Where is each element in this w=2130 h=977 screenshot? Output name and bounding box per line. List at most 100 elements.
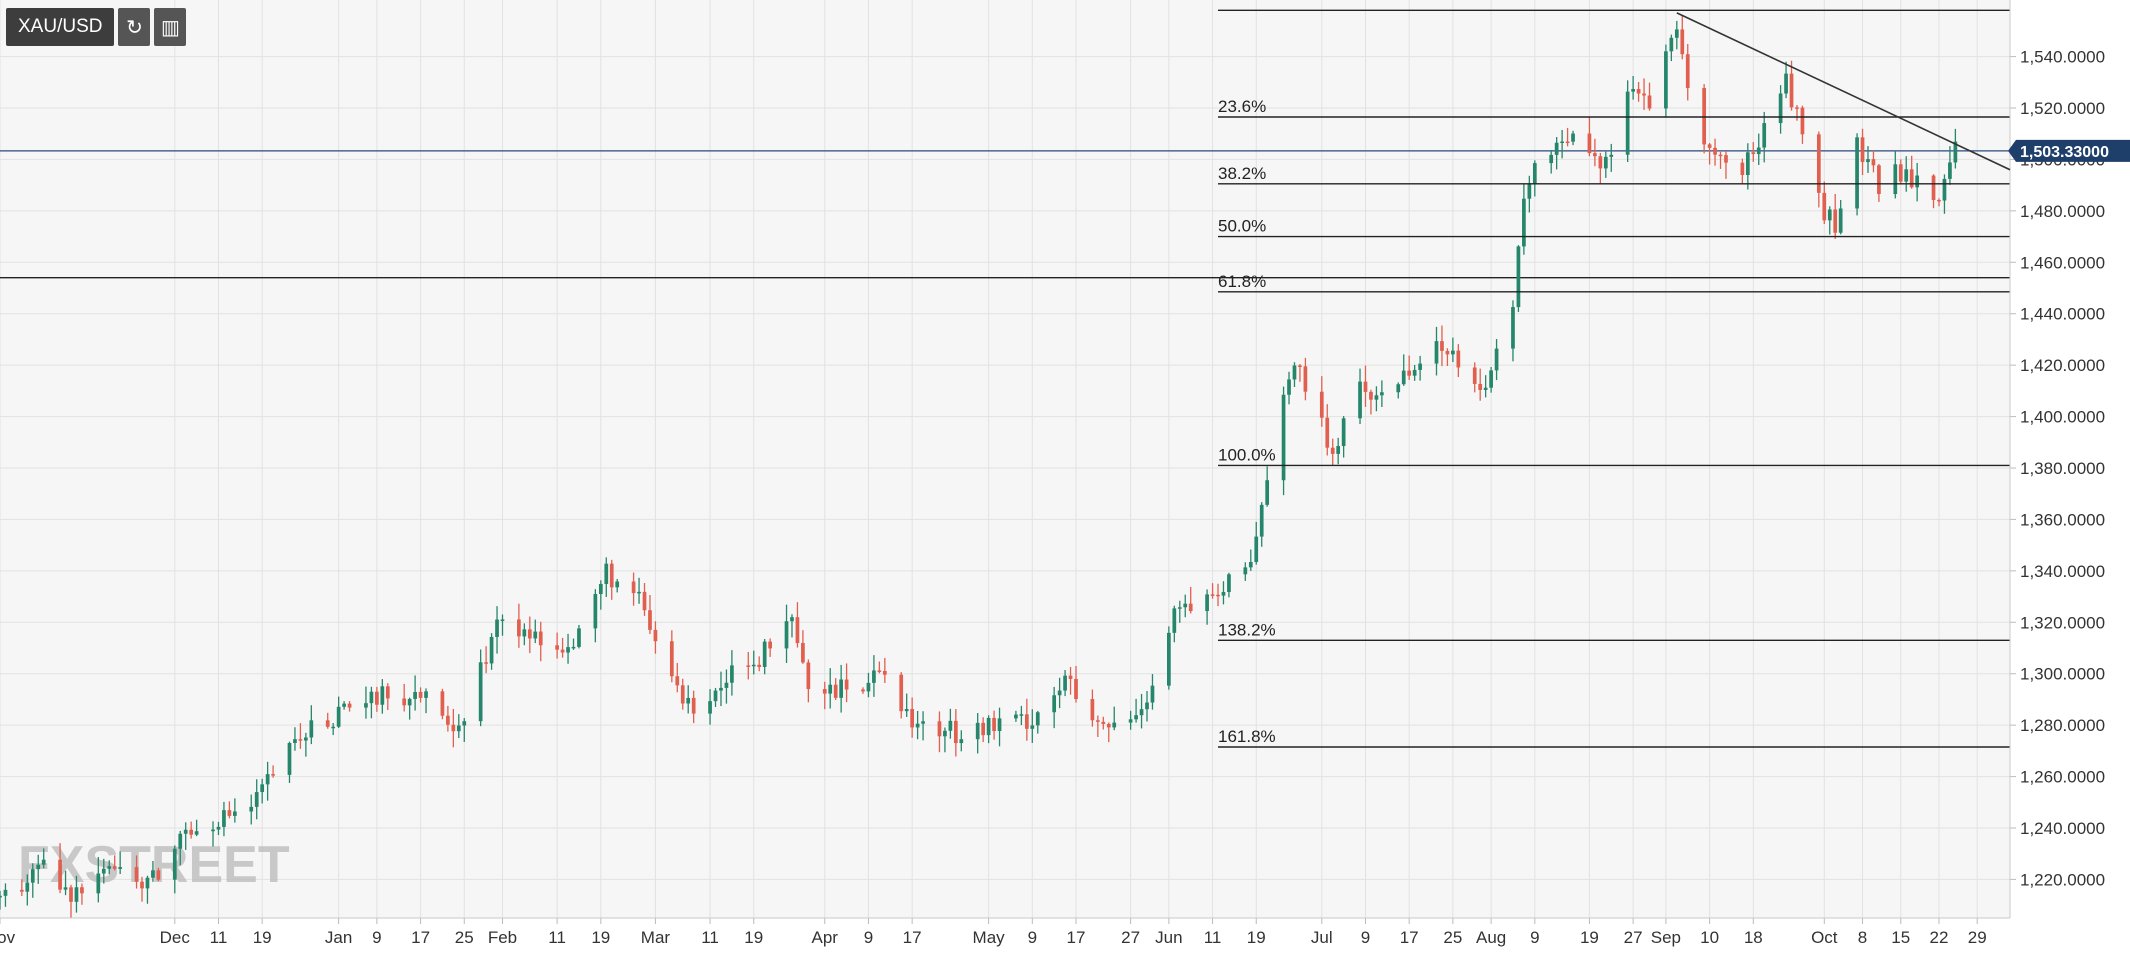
fib-level-label: 161.8%	[1218, 727, 1276, 746]
candle-body	[1374, 395, 1379, 400]
x-tick-label: May	[973, 928, 1006, 947]
candle-body	[1877, 165, 1881, 195]
candle-body	[1172, 608, 1177, 633]
x-tick-label: Jul	[1311, 928, 1333, 947]
refresh-icon[interactable]: ↻	[118, 8, 151, 46]
candle-body	[675, 676, 680, 686]
candle-body	[1762, 123, 1767, 148]
candle-body	[1915, 175, 1920, 188]
trendline	[1676, 12, 2011, 171]
candle-body	[1522, 198, 1526, 247]
candle-body	[298, 739, 303, 741]
candle-body	[1718, 154, 1723, 157]
candle-body	[910, 708, 915, 728]
candle-body	[1303, 366, 1308, 392]
candle-body	[1101, 721, 1106, 724]
indicator-icon[interactable]: ▥	[154, 8, 187, 46]
candle-body	[265, 774, 270, 785]
candle-body	[1167, 632, 1171, 686]
candle-body	[1751, 152, 1756, 155]
candle-body	[1532, 163, 1537, 185]
candle-body	[1456, 350, 1461, 368]
candle-body	[866, 682, 871, 692]
candle-body	[211, 829, 215, 832]
candle-body	[992, 717, 996, 731]
candle-body	[1778, 93, 1783, 124]
candle-body	[1756, 147, 1761, 155]
candle-body	[178, 833, 183, 849]
candle-body	[1134, 715, 1138, 720]
candle-body	[1035, 712, 1040, 726]
x-tick-label: 27	[1121, 928, 1140, 947]
candle-body	[380, 686, 385, 705]
candle-body	[762, 641, 767, 667]
candle-body	[1363, 381, 1368, 392]
symbol-selector[interactable]: XAU/USD	[6, 8, 115, 46]
candle-body	[1265, 480, 1270, 505]
candle-body	[407, 698, 412, 706]
y-tick-label: 1,460.0000	[2020, 253, 2105, 272]
candle-body	[364, 703, 368, 708]
y-tick-label: 1,240.0000	[2020, 819, 2105, 838]
candle-body	[216, 826, 221, 830]
candle-body	[1380, 392, 1384, 396]
candle-body	[418, 691, 423, 698]
y-tick-label: 1,440.0000	[2020, 305, 2105, 324]
x-tick-label: 19	[591, 928, 610, 947]
candle-body	[156, 870, 161, 880]
y-tick-label: 1,260.0000	[2020, 768, 2105, 787]
candle-body	[768, 641, 772, 649]
candle-body	[730, 665, 734, 683]
candle-body	[145, 877, 150, 889]
x-tick-label: 29	[1968, 928, 1987, 947]
candle-body	[604, 563, 609, 584]
candle-body	[1407, 370, 1412, 376]
fib-level-label: 23.6%	[1218, 97, 1266, 116]
candle-body	[1789, 73, 1794, 108]
candle-body	[1019, 714, 1024, 716]
candle-body	[1358, 381, 1362, 419]
candle-body	[484, 662, 488, 664]
candle-body	[577, 628, 581, 647]
x-tick-label: 19	[1580, 928, 1599, 947]
candle-body	[1451, 350, 1455, 355]
y-tick-label: 1,400.0000	[2020, 408, 2105, 427]
candle-body	[1631, 89, 1635, 92]
candle-body	[1909, 169, 1914, 188]
candle-body	[1145, 702, 1149, 710]
candle-body	[1647, 95, 1652, 109]
candle-body	[1527, 184, 1532, 199]
candle-body	[183, 829, 188, 834]
candle-body	[260, 784, 265, 793]
candle-body	[375, 691, 379, 705]
candle-body	[293, 739, 297, 743]
fib-level-label: 100.0%	[1218, 445, 1276, 464]
x-tick-label: 11	[701, 928, 719, 947]
candle-body	[784, 621, 789, 649]
candle-body	[1664, 51, 1668, 109]
candle-body	[304, 737, 308, 741]
candle-body	[336, 706, 341, 727]
x-tick-label: Dec	[160, 928, 191, 947]
candle-body	[462, 721, 467, 726]
candle-body	[1205, 594, 1209, 612]
candle-body	[790, 617, 794, 622]
candle-body	[1953, 141, 1958, 163]
candle-body	[1052, 695, 1057, 713]
candle-body	[134, 867, 139, 882]
candle-body	[801, 643, 805, 663]
candle-body	[101, 868, 106, 874]
candle-body	[1221, 592, 1226, 596]
candle-body	[413, 691, 417, 699]
candle-body	[560, 649, 565, 653]
candle-body	[1593, 153, 1597, 157]
candle-body	[1707, 144, 1712, 148]
candle-body	[593, 594, 598, 629]
candle-body	[1298, 365, 1302, 367]
candle-body	[1150, 685, 1155, 703]
candle-body	[1090, 699, 1095, 721]
y-tick-label: 1,220.0000	[2020, 870, 2105, 889]
y-tick-label: 1,380.0000	[2020, 459, 2105, 478]
candle-body	[959, 739, 964, 744]
candle-body	[1330, 447, 1335, 454]
